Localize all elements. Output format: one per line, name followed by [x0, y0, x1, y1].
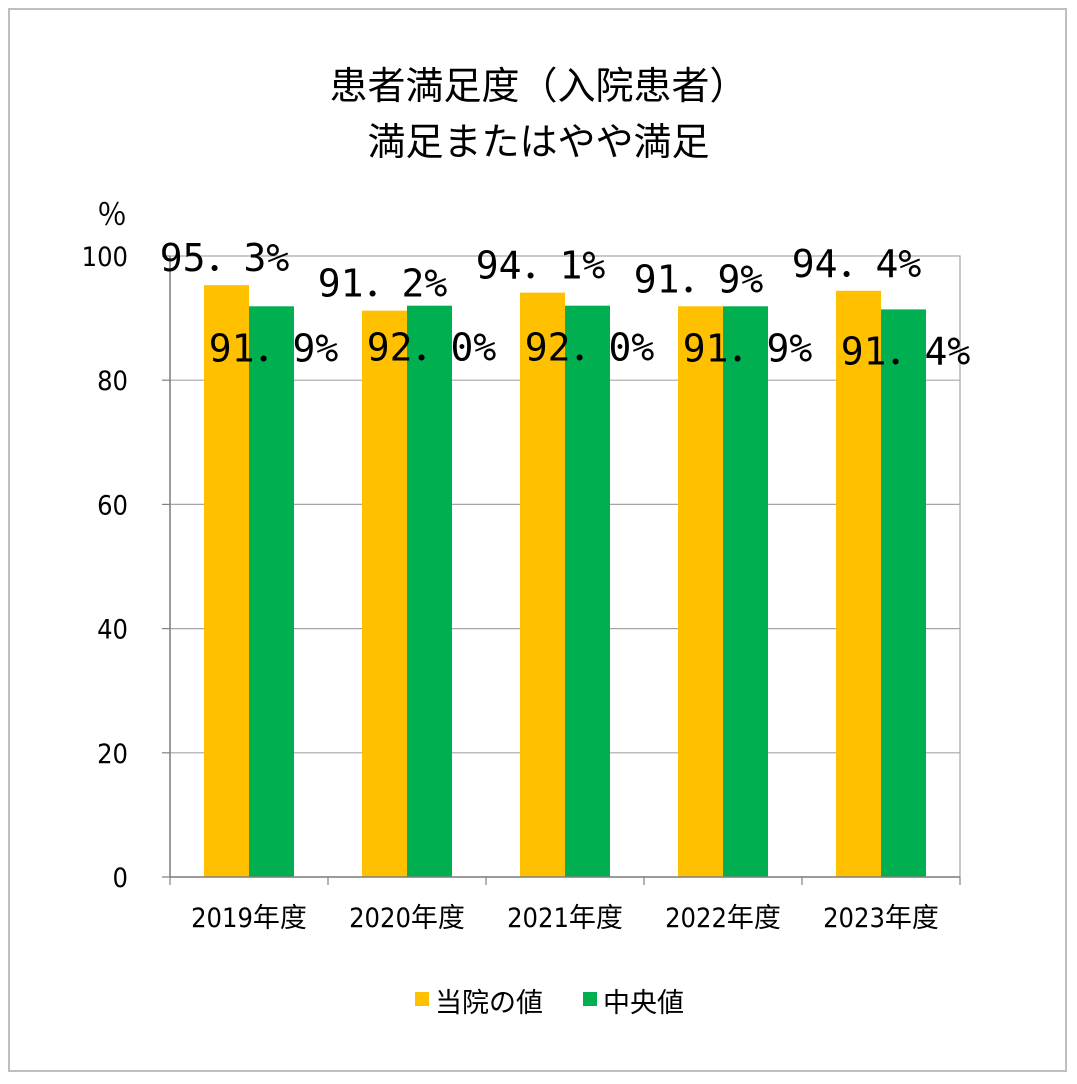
legend-label-hospital: 当院の値 [435, 988, 543, 1019]
bar-median-value [565, 305, 610, 877]
data-label-hospital: 91．2% [318, 262, 448, 306]
bar-hospital-value [678, 306, 723, 877]
data-label-hospital: 94．1% [476, 244, 606, 288]
y-tick-label: 60 [97, 490, 128, 521]
y-tick-label: 100 [82, 242, 128, 273]
bar-hospital-value [204, 285, 249, 877]
x-category-label: 2021年度 [507, 903, 623, 934]
x-category-label: 2022年度 [665, 903, 781, 934]
y-tick-label: 0 [113, 863, 128, 894]
bar-median-value [723, 306, 768, 877]
data-label-hospital: 91．9% [634, 257, 764, 301]
y-tick-label: 20 [97, 739, 128, 770]
bar-median-value [881, 309, 926, 877]
y-tick-label: 40 [97, 615, 128, 646]
chart-title: 患者満足度（入院患者） [329, 64, 748, 108]
y-axis-unit-label: ％ [97, 198, 127, 233]
data-label-hospital: 94．4% [792, 242, 922, 286]
legend: 当院の値 中央値 [415, 988, 684, 1019]
bar-median-value [249, 306, 294, 877]
bar-median-value [407, 305, 452, 877]
x-category-label: 2020年度 [349, 903, 465, 934]
data-label-hospital: 95．3% [160, 236, 290, 280]
legend-swatch-hospital [415, 992, 429, 1006]
data-label-median: 92．0% [525, 326, 655, 370]
data-labels: 95．3% 91．9% 91．2% 92．0% 94．1% 92．0% 91．9% 91．9%… [160, 236, 971, 373]
bar-hospital-value [836, 290, 881, 877]
bar-hospital-value [520, 292, 565, 877]
bars [204, 285, 926, 877]
chart-title-block: 患者満足度（入院患者） 満足またはやや満足 [0, 58, 1077, 170]
chart-subtitle: 満足またはやや満足 [367, 120, 710, 164]
legend-swatch-median [583, 992, 597, 1006]
x-category-label: 2023年度 [823, 903, 939, 934]
data-label-median: 91．9% [209, 326, 339, 370]
data-label-median: 92．0% [367, 326, 497, 370]
axes: 0 20 40 60 80 100 2019年度 2020年度 2021年度 2022年度 2023… [82, 242, 961, 934]
data-label-median: 91．9% [683, 326, 813, 370]
data-label-median: 91．4% [841, 329, 971, 373]
y-tick-label: 80 [97, 366, 128, 397]
bar-hospital-value [362, 310, 407, 877]
legend-label-median: 中央値 [603, 988, 684, 1019]
x-category-label: 2019年度 [191, 903, 307, 934]
